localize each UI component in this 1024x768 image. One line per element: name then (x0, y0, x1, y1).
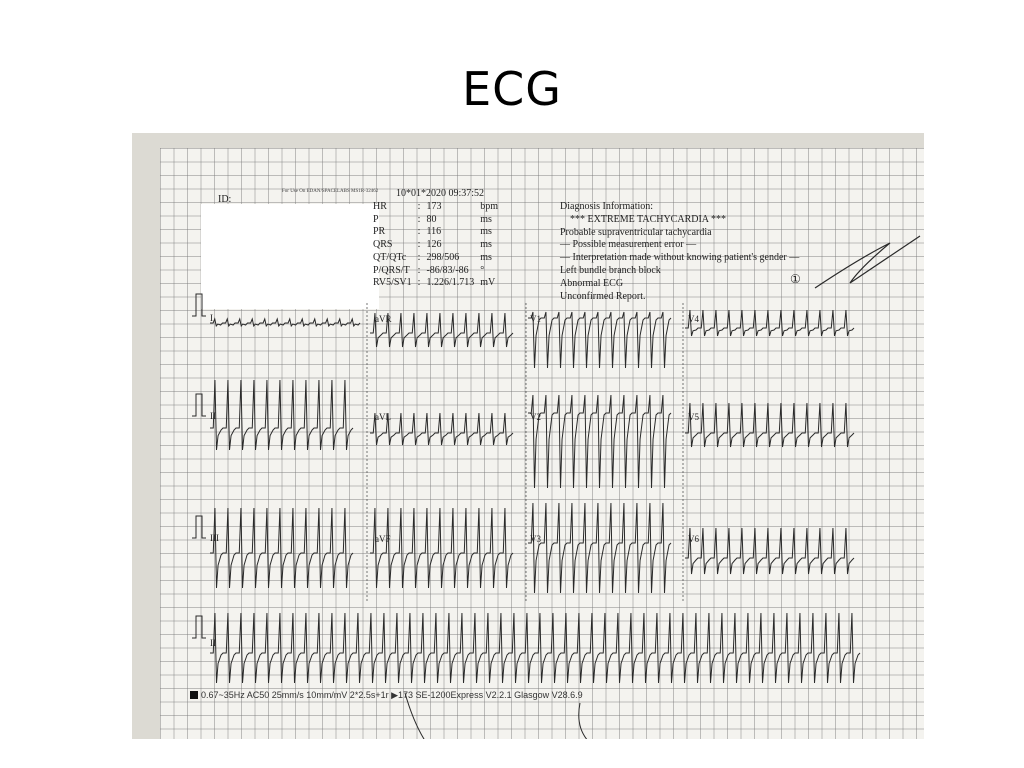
footer-settings: 0.67~35Hz AC50 25mm/s 10mm/mV 2*2.5s+1r … (190, 690, 583, 701)
lead-label-ii: II (210, 411, 216, 421)
lead-label-v3: V3 (530, 534, 541, 544)
measurement-unit: ms (480, 251, 492, 263)
measurement-label: RV5/SV1 (373, 277, 412, 289)
measurement-value: 173 (426, 201, 442, 212)
measurement-row: QT/QTc : 298/506 ms (370, 252, 501, 265)
lead-label-v5: V5 (688, 412, 699, 422)
trace-lead-v4 (685, 309, 855, 337)
measurement-value: 80 (426, 213, 437, 225)
calibration-pulse (192, 293, 206, 317)
lead-label-v4: V4 (688, 314, 699, 324)
device-note: For Use On EDAN/SPACELABS MS1R-32462 (282, 189, 379, 194)
measurement-unit: ° (480, 264, 485, 276)
measurement-unit: mV (480, 277, 496, 289)
redacted-patient-info (201, 204, 379, 309)
diagnosis-line: Unconfirmed Report. (560, 290, 646, 302)
diagnosis-line: — Possible measurement error — (560, 239, 697, 251)
ecg-paper: ID: For Use On EDAN/SPACELABS MS1R-32462… (160, 148, 924, 739)
ecg-tracings (192, 235, 921, 739)
measurement-row: PR : 116 ms (370, 226, 501, 239)
measurement-label: HR (373, 201, 387, 212)
trace-lead-i (210, 317, 361, 328)
measurement-value: -86/83/-86 (426, 264, 469, 276)
trace-lead-avf (370, 507, 514, 589)
diagnosis-line: Probable supraventricular tachycardia (560, 226, 712, 238)
lead-label-i: I (210, 313, 213, 323)
diagnosis-line: Abnormal ECG (560, 277, 624, 289)
calibration-pulse (192, 615, 206, 639)
ecg-photo: ID: For Use On EDAN/SPACELABS MS1R-32462… (132, 133, 924, 739)
measurement-row: P/QRS/T : -86/83/-86 ° (370, 265, 501, 278)
footer-text: 0.67~35Hz AC50 25mm/s 10mm/mV 2*2.5s+1r … (201, 690, 583, 700)
diagnosis-line: Diagnosis Information: (560, 201, 654, 212)
lead-label-v6: V6 (688, 534, 699, 544)
measurement-row: QRS : 126 ms (370, 239, 501, 252)
trace-lead-v1 (528, 311, 672, 369)
measurement-row: HR : 173 bpm (370, 201, 501, 214)
trace-lead-v6 (685, 527, 855, 575)
diagnosis-line: Left bundle branch block (560, 264, 661, 276)
measurement-label: P/QRS/T (373, 264, 410, 276)
measurement-row: P : 80 ms (370, 214, 501, 227)
id-label: ID: (218, 194, 232, 205)
measurement-row: RV5/SV1 : 1.226/1.713 mV (370, 277, 501, 290)
trace-rhythm-ii (210, 612, 861, 684)
lead-label-avf: aVF (375, 534, 391, 544)
lead-label-avl: aVL (375, 412, 391, 422)
trace-lead-v5 (685, 402, 855, 448)
calibration-pulse (192, 515, 206, 539)
trace-lead-v3 (528, 502, 672, 594)
trace-lead-ii (210, 379, 354, 451)
lead-label-iii: III (210, 533, 219, 543)
handwritten-signature (814, 235, 921, 289)
pen-mark (404, 692, 425, 739)
lead-label-avr: aVR (375, 314, 392, 324)
diagnosis-line: — Interpretation made without knowing pa… (560, 252, 800, 264)
measurements-table: HR : 173 bpm P : 80 ms PR : 116 ms (370, 201, 501, 290)
measurement-label: QRS (373, 239, 393, 251)
pen-mark (578, 702, 588, 739)
printer-icon (190, 691, 198, 699)
diagnosis-block: Diagnosis Information: *** EXTREME TACHY… (560, 201, 799, 303)
measurement-unit: ms (480, 226, 492, 238)
measurement-value: 1.226/1.713 (426, 277, 475, 289)
measurement-value: 126 (426, 239, 442, 251)
calibration-pulse (192, 393, 206, 417)
trace-lead-avl (370, 412, 514, 446)
measurement-label: PR (373, 226, 386, 238)
measurement-value: 298/506 (426, 251, 460, 263)
lead-label-v1: V1 (530, 314, 541, 324)
measurement-label: QT/QTc (373, 251, 407, 263)
measurement-label: P (373, 213, 379, 225)
measurement-unit: bpm (480, 201, 498, 212)
measurement-unit: ms (480, 213, 492, 225)
lead-label-rhythm-ii: II (210, 638, 216, 648)
report-datetime: 10*01*2020 09:37:52 (396, 188, 485, 199)
trace-lead-v2 (528, 394, 672, 489)
lead-label-v2: V2 (530, 412, 541, 422)
diagnosis-line: *** EXTREME TACHYCARDIA *** (570, 213, 726, 225)
measurement-value: 116 (426, 226, 442, 238)
handwritten-circled-one: ① (790, 272, 801, 286)
measurement-unit: ms (480, 239, 492, 251)
slide-title: ECG (462, 62, 562, 116)
trace-lead-iii (210, 507, 354, 589)
trace-lead-avr (370, 312, 514, 348)
